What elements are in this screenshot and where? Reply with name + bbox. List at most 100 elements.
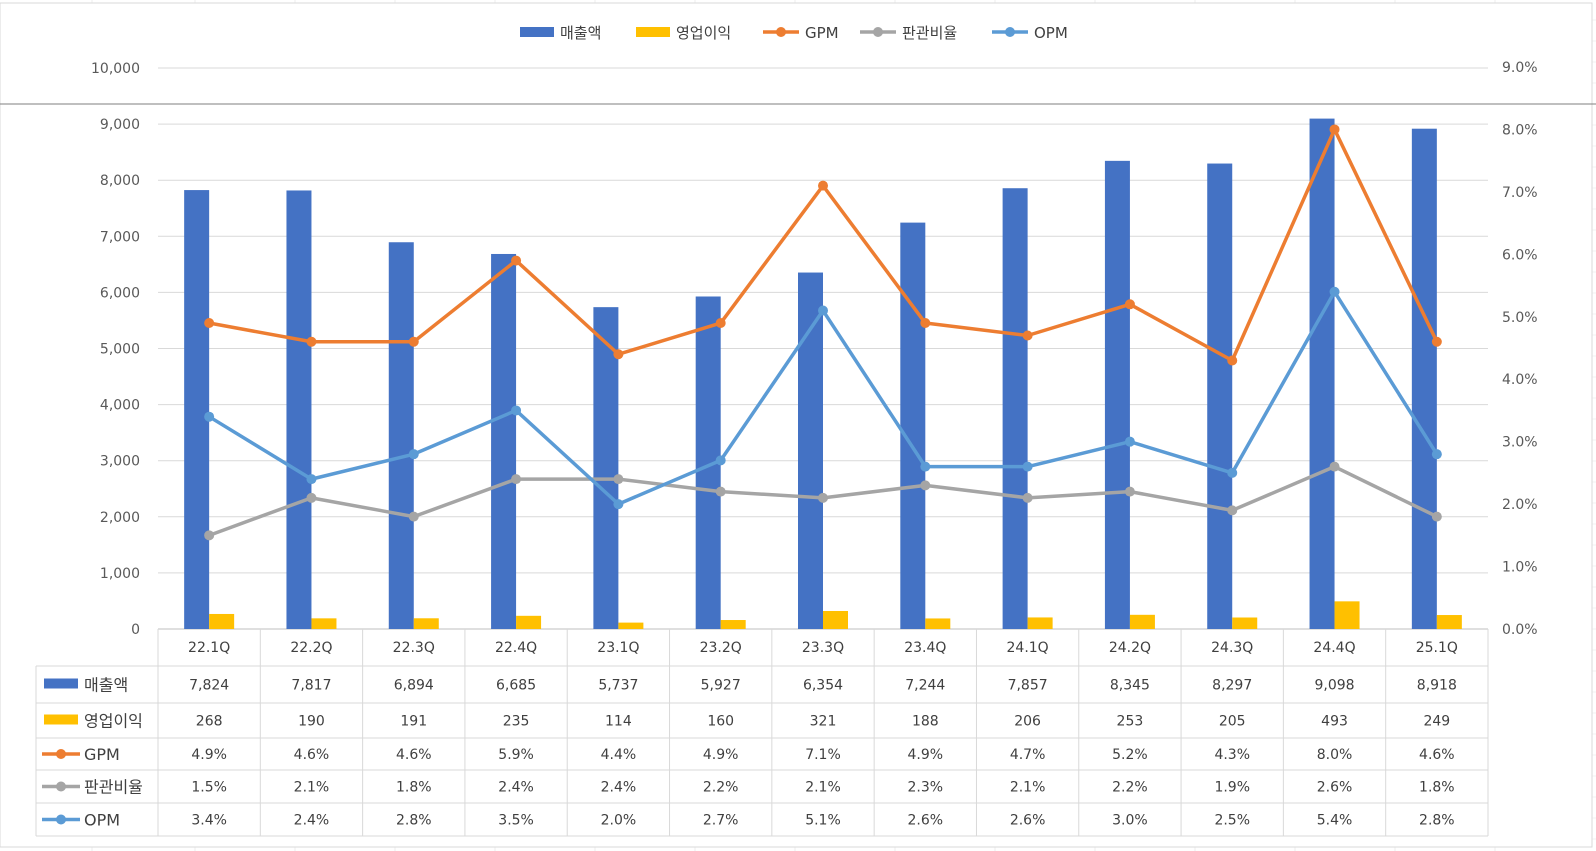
point-sga-ratio — [1431, 511, 1442, 522]
table-cell: 4.9% — [703, 747, 739, 763]
right-tick-label: 4.0% — [1502, 372, 1538, 388]
table-cell: 2.4% — [601, 780, 637, 796]
left-axis: 0 1,000 2,000 3,000 4,000 5,000 6,000 7,000 8,00… — [91, 61, 140, 638]
left-tick-label: 6,000 — [100, 285, 140, 301]
table-cell: 2.4% — [498, 780, 534, 796]
table-cell: 4.6% — [1419, 747, 1455, 763]
table-cell: 3.0% — [1112, 813, 1148, 829]
table-cell: 253 — [1117, 714, 1144, 730]
bar-op-income — [1436, 615, 1462, 629]
bar-revenue — [1207, 163, 1233, 629]
table-row-label: OPM — [84, 811, 120, 830]
bar-op-income — [618, 622, 644, 629]
point-opm — [1329, 286, 1340, 297]
table-cell: 2.0% — [601, 813, 637, 829]
point-sga-ratio — [1227, 505, 1238, 516]
right-tick-label: 5.0% — [1502, 310, 1538, 326]
left-tick-label: 10,000 — [91, 61, 140, 77]
legend-label: 영업이익 — [676, 24, 731, 42]
bar-revenue — [1411, 128, 1437, 629]
table-cell: 7.1% — [805, 747, 841, 763]
right-tick-label: 6.0% — [1502, 247, 1538, 263]
point-opm — [1431, 449, 1442, 460]
table-cell: 2.1% — [1010, 780, 1046, 796]
table-cell: 4.7% — [1010, 747, 1046, 763]
table-cell: 493 — [1321, 714, 1348, 730]
bar-revenue — [1104, 160, 1130, 629]
point-opm — [1124, 436, 1135, 447]
category-label: 25.1Q — [1416, 640, 1458, 656]
table-cell: 206 — [1014, 714, 1041, 730]
bar-op-income — [925, 618, 951, 629]
table-cell: 9,098 — [1314, 678, 1354, 694]
left-tick-label: 7,000 — [100, 229, 140, 245]
table-cell: 4.6% — [294, 747, 330, 763]
left-tick-label: 4,000 — [100, 398, 140, 414]
table-cell: 2.3% — [908, 780, 944, 796]
legend-marker — [1005, 27, 1015, 37]
table-row-label: 매출액 — [84, 676, 128, 695]
point-gpm — [818, 180, 828, 191]
bar-revenue — [286, 190, 312, 629]
bar-op-income — [823, 610, 848, 629]
left-tick-label: 5,000 — [100, 342, 140, 358]
point-sga-ratio — [920, 480, 931, 491]
table-cell: 6,894 — [394, 678, 434, 694]
left-tick-label: 9,000 — [100, 117, 140, 133]
point-gpm — [613, 349, 624, 360]
point-sga-ratio — [408, 511, 419, 522]
point-sga-ratio — [204, 530, 215, 541]
bar-op-income — [1129, 614, 1155, 629]
category-label: 23.3Q — [802, 640, 844, 656]
bar-revenue — [491, 253, 517, 629]
table-cell: 5,927 — [701, 678, 741, 694]
point-gpm — [1022, 330, 1033, 341]
table-cell: 5.4% — [1317, 813, 1353, 829]
point-sga-ratio — [613, 474, 624, 485]
table-cell: 188 — [912, 714, 939, 730]
table-cell: 1.9% — [1214, 780, 1250, 796]
table-cell: 4.4% — [601, 747, 637, 763]
left-tick-label: 3,000 — [100, 454, 140, 470]
category-label: 24.4Q — [1313, 640, 1355, 656]
bar-revenue — [900, 222, 926, 629]
point-gpm — [306, 336, 317, 347]
bar-op-income — [1232, 617, 1258, 629]
point-opm — [1022, 461, 1033, 472]
point-opm — [920, 461, 931, 472]
legend-label: 판관비율 — [902, 24, 957, 42]
table-cell: 2.1% — [294, 780, 330, 796]
point-sga-ratio — [1124, 486, 1135, 497]
left-tick-label: 0 — [131, 622, 140, 638]
table-cell: 5.1% — [805, 813, 841, 829]
table-cell: 160 — [707, 714, 734, 730]
table-cell: 8,918 — [1417, 678, 1457, 694]
bar-op-income — [311, 618, 337, 629]
table-cell: 5.9% — [498, 747, 534, 763]
table-cell: 2.1% — [805, 780, 841, 796]
left-tick-label: 1,000 — [100, 566, 140, 582]
point-sga-ratio — [715, 486, 726, 497]
table-cell: 7,857 — [1008, 678, 1048, 694]
bar-op-income — [209, 613, 235, 629]
table-cell: 190 — [298, 714, 325, 730]
category-label: 24.2Q — [1109, 640, 1151, 656]
table-key — [44, 678, 78, 689]
point-gpm — [1329, 124, 1340, 135]
right-tick-label: 0.0% — [1502, 622, 1538, 638]
legend-label: GPM — [805, 24, 839, 42]
table-cell: 8.0% — [1317, 747, 1353, 763]
point-opm — [306, 474, 317, 485]
legend: 매출액 영업이익 GPM 판관비율 OPM — [520, 24, 1068, 42]
legend-marker — [873, 27, 883, 37]
table-cell: 7,817 — [291, 678, 331, 694]
table-cell: 4.6% — [396, 747, 432, 763]
table-cell: 5,737 — [598, 678, 638, 694]
table-cell: 235 — [503, 714, 530, 730]
category-label: 22.4Q — [495, 640, 537, 656]
point-opm — [408, 449, 419, 460]
table-cell: 2.8% — [1419, 813, 1455, 829]
bar-series — [184, 118, 1462, 630]
